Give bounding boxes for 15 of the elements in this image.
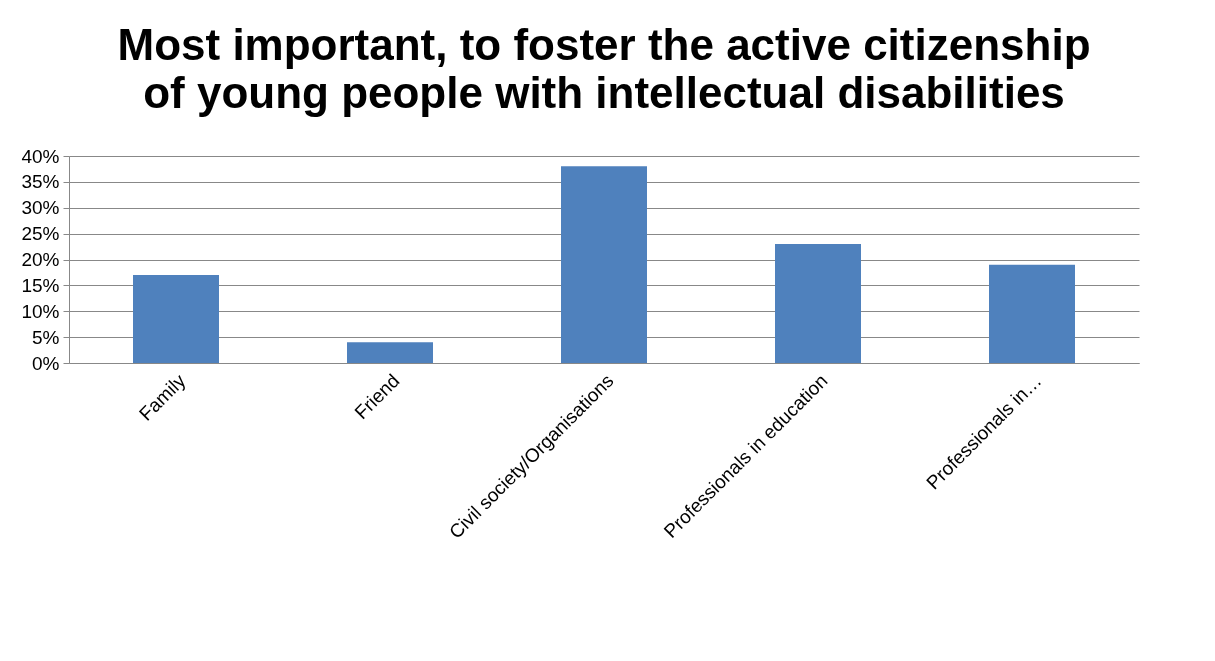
y-tick-label: 10% <box>21 300 60 322</box>
y-tick-label: 25% <box>21 223 60 245</box>
y-tick-label: 0% <box>32 352 60 374</box>
chart-title: Most important, to foster the active citizenship of young people with intellectual disabilities <box>117 20 1091 117</box>
bar <box>561 166 647 363</box>
y-tick-label: 35% <box>21 171 60 193</box>
y-tick-label: 5% <box>32 326 60 348</box>
bar <box>347 342 433 363</box>
bar <box>133 275 219 363</box>
bar <box>775 243 861 363</box>
bar <box>989 264 1075 363</box>
y-tick-label: 30% <box>21 197 60 219</box>
y-tick-label: 20% <box>21 249 60 270</box>
y-tick-label: 15% <box>21 274 60 296</box>
y-tick-label: 40% <box>21 145 60 167</box>
